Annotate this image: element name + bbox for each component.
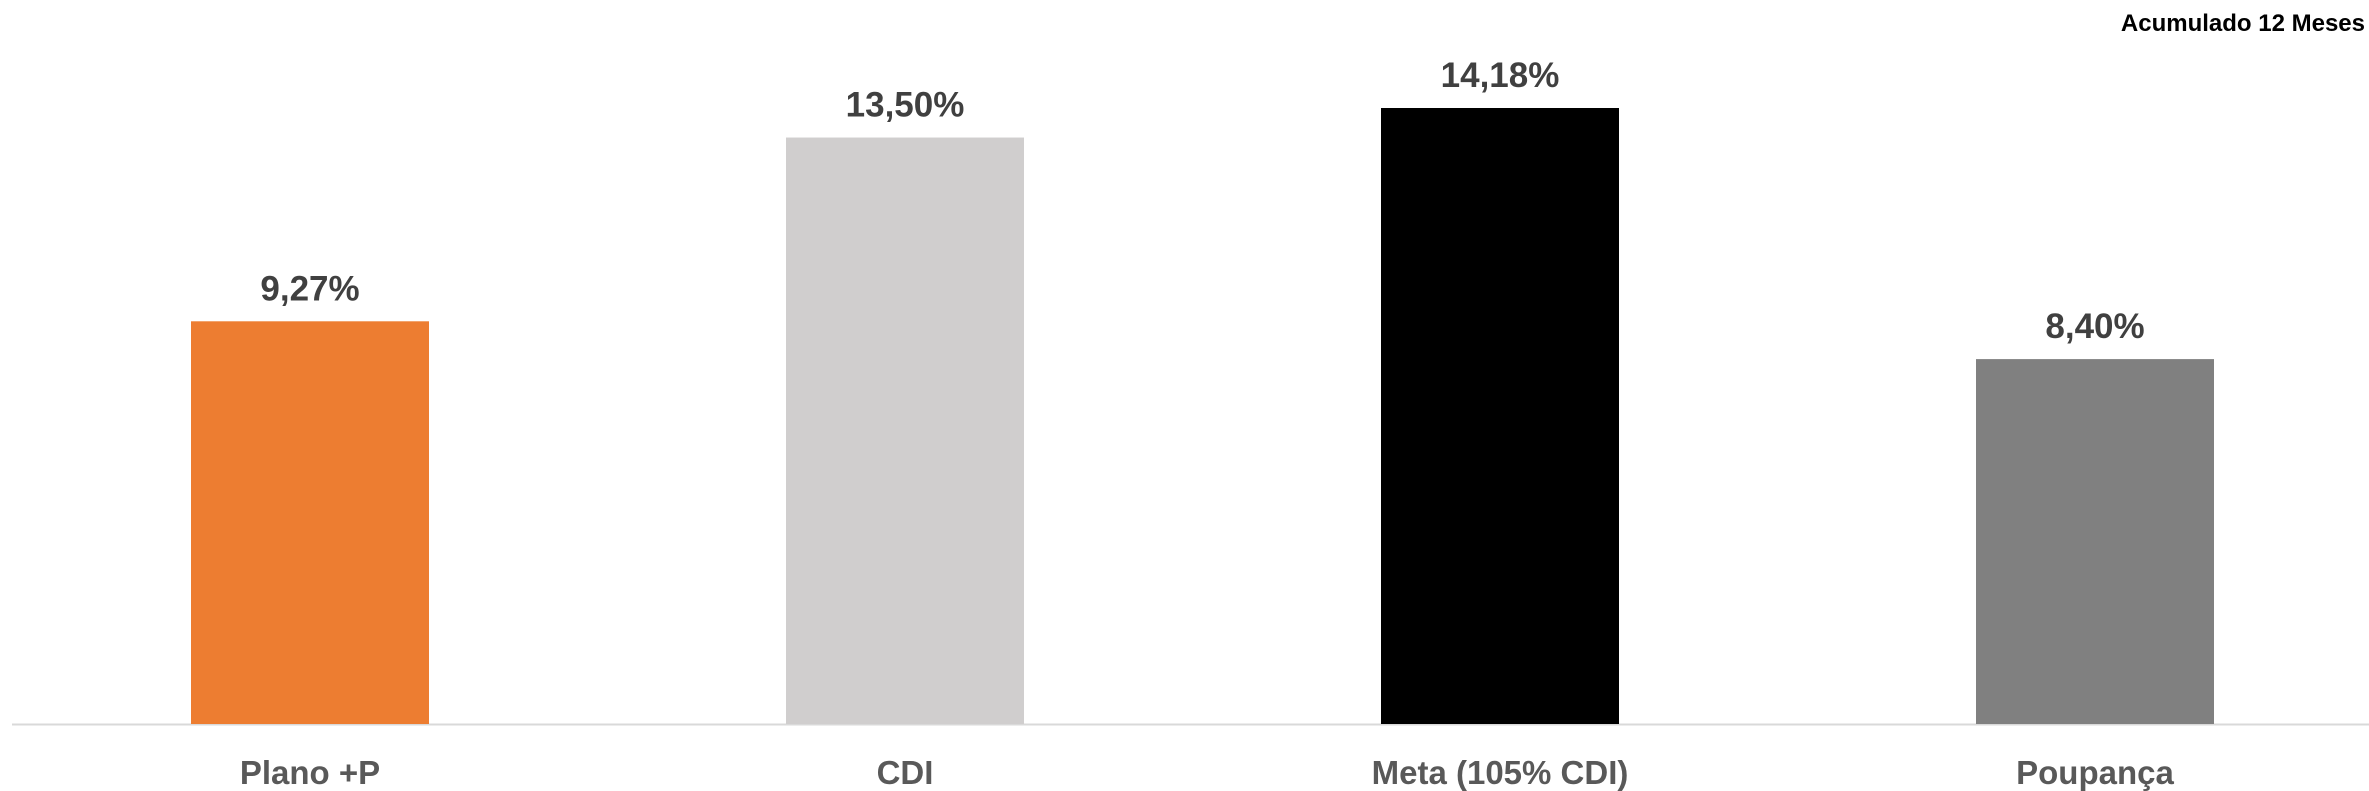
data-label-3: 14,18%	[1441, 56, 1560, 95]
data-label-2: 13,50%	[846, 86, 965, 125]
bar-1	[191, 321, 429, 724]
category-label-1: Plano +P	[240, 754, 380, 791]
bar-4	[1976, 359, 2214, 724]
bar-2	[786, 138, 1024, 724]
category-label-2: CDI	[877, 754, 934, 791]
category-label-3: Meta (105% CDI)	[1372, 754, 1629, 791]
data-label-1: 9,27%	[260, 269, 359, 308]
bar-3	[1381, 108, 1619, 724]
data-label-4: 8,40%	[2045, 307, 2144, 346]
category-label-4: Poupança	[2016, 754, 2174, 791]
